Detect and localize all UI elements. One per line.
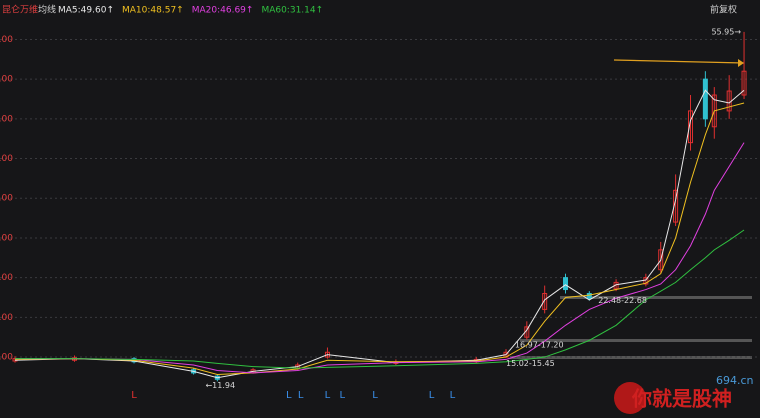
ma-line <box>15 142 745 374</box>
ma-label: MA10:48.57↑ <box>122 6 184 16</box>
logo <box>614 382 646 414</box>
candle-body <box>687 110 693 144</box>
ma-label: MA60:31.14↑ <box>261 6 323 16</box>
signal-marker: L <box>372 390 378 401</box>
annotation: 15.02-15.45 <box>506 359 555 368</box>
stock-name: 昆仑万维 <box>2 4 38 16</box>
adjust-mode[interactable]: 前复权 <box>710 4 737 16</box>
ma-line <box>15 229 745 369</box>
y-tick-label: 45.00 <box>0 114 13 124</box>
watermark-site: 694.cn <box>716 374 754 387</box>
watermark: 你就是股神 694.cn <box>614 374 754 414</box>
candle-body <box>741 70 747 96</box>
zone <box>560 296 752 299</box>
annotation: 22.48-22.68 <box>598 296 647 305</box>
candle-body <box>586 293 592 299</box>
y-tick-label: 35.00 <box>0 194 13 204</box>
signal-marker: L <box>325 390 331 401</box>
candle-body <box>658 249 664 271</box>
y-tick-label: 50.00 <box>0 75 13 85</box>
y-tick-label: 20.00 <box>0 313 13 323</box>
annotation: 16.97-17.20 <box>515 341 564 350</box>
y-tick-label: 30.00 <box>0 233 13 243</box>
y-tick-label: 25.00 <box>0 273 13 283</box>
watermark-title: 你就是股神 <box>631 387 732 411</box>
candle-body <box>542 293 548 310</box>
indicator-name: 均线 <box>38 4 56 16</box>
y-tick-label: 55.00 <box>0 35 13 45</box>
signal-marker: L <box>286 390 292 401</box>
signal-marker: L <box>131 390 137 401</box>
signal-marker: L <box>340 390 346 401</box>
annotation: 55.95→ <box>711 27 741 36</box>
ma-line <box>14 89 745 379</box>
signal-marker: L <box>298 390 304 401</box>
trend-arrow <box>613 59 745 64</box>
zone <box>520 339 752 342</box>
ma-label: MA5:49.60↑ <box>58 6 114 16</box>
candle-body <box>563 277 569 291</box>
candle-body <box>711 94 717 128</box>
arrow-head <box>738 59 744 67</box>
candle-body <box>702 78 708 120</box>
ma-label: MA20:46.69↑ <box>192 6 254 16</box>
signal-marker: L <box>450 390 456 401</box>
annotation: ←11.94 <box>205 381 235 390</box>
ma-line <box>14 102 745 376</box>
signal-marker: L <box>429 390 435 401</box>
y-tick-label: 15.00 <box>0 353 13 363</box>
y-tick-label: 40.00 <box>0 154 13 164</box>
